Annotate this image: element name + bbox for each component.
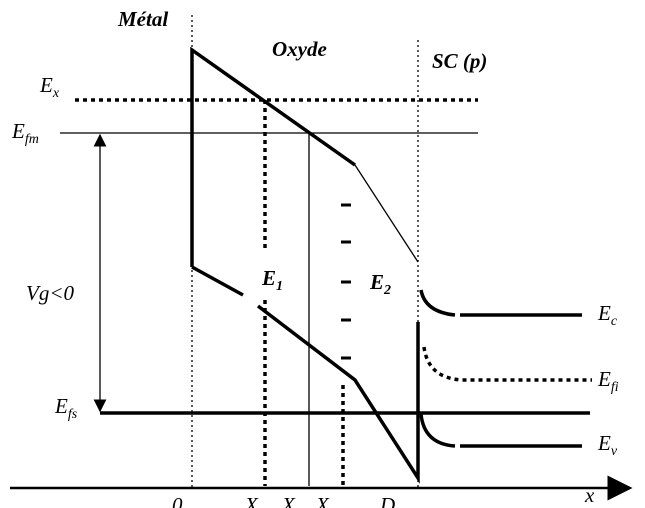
ec-label: Ec [597, 301, 618, 329]
sc-label: SC (p) [432, 49, 487, 73]
tick-label: D [379, 493, 395, 508]
tick-label: X [315, 493, 330, 508]
oxide-label: Oxyde [272, 37, 327, 61]
tick-label: 0 [172, 493, 183, 508]
efi-label: Efi [597, 367, 619, 395]
voltage-label: Vg<0 [26, 281, 74, 305]
efs-label: Efs [54, 394, 78, 422]
field-2: E2 [369, 270, 391, 298]
ex-label: Ex [39, 73, 60, 101]
tick-label: X [281, 493, 296, 508]
metal-label: Métal [117, 7, 168, 31]
shapes [10, 15, 633, 501]
x-axis-label: x [584, 483, 595, 507]
ev-label: Ev [597, 431, 618, 459]
tick-label: X [244, 493, 259, 508]
efm-label: Efm [11, 119, 39, 147]
field-1: E1 [261, 266, 283, 294]
